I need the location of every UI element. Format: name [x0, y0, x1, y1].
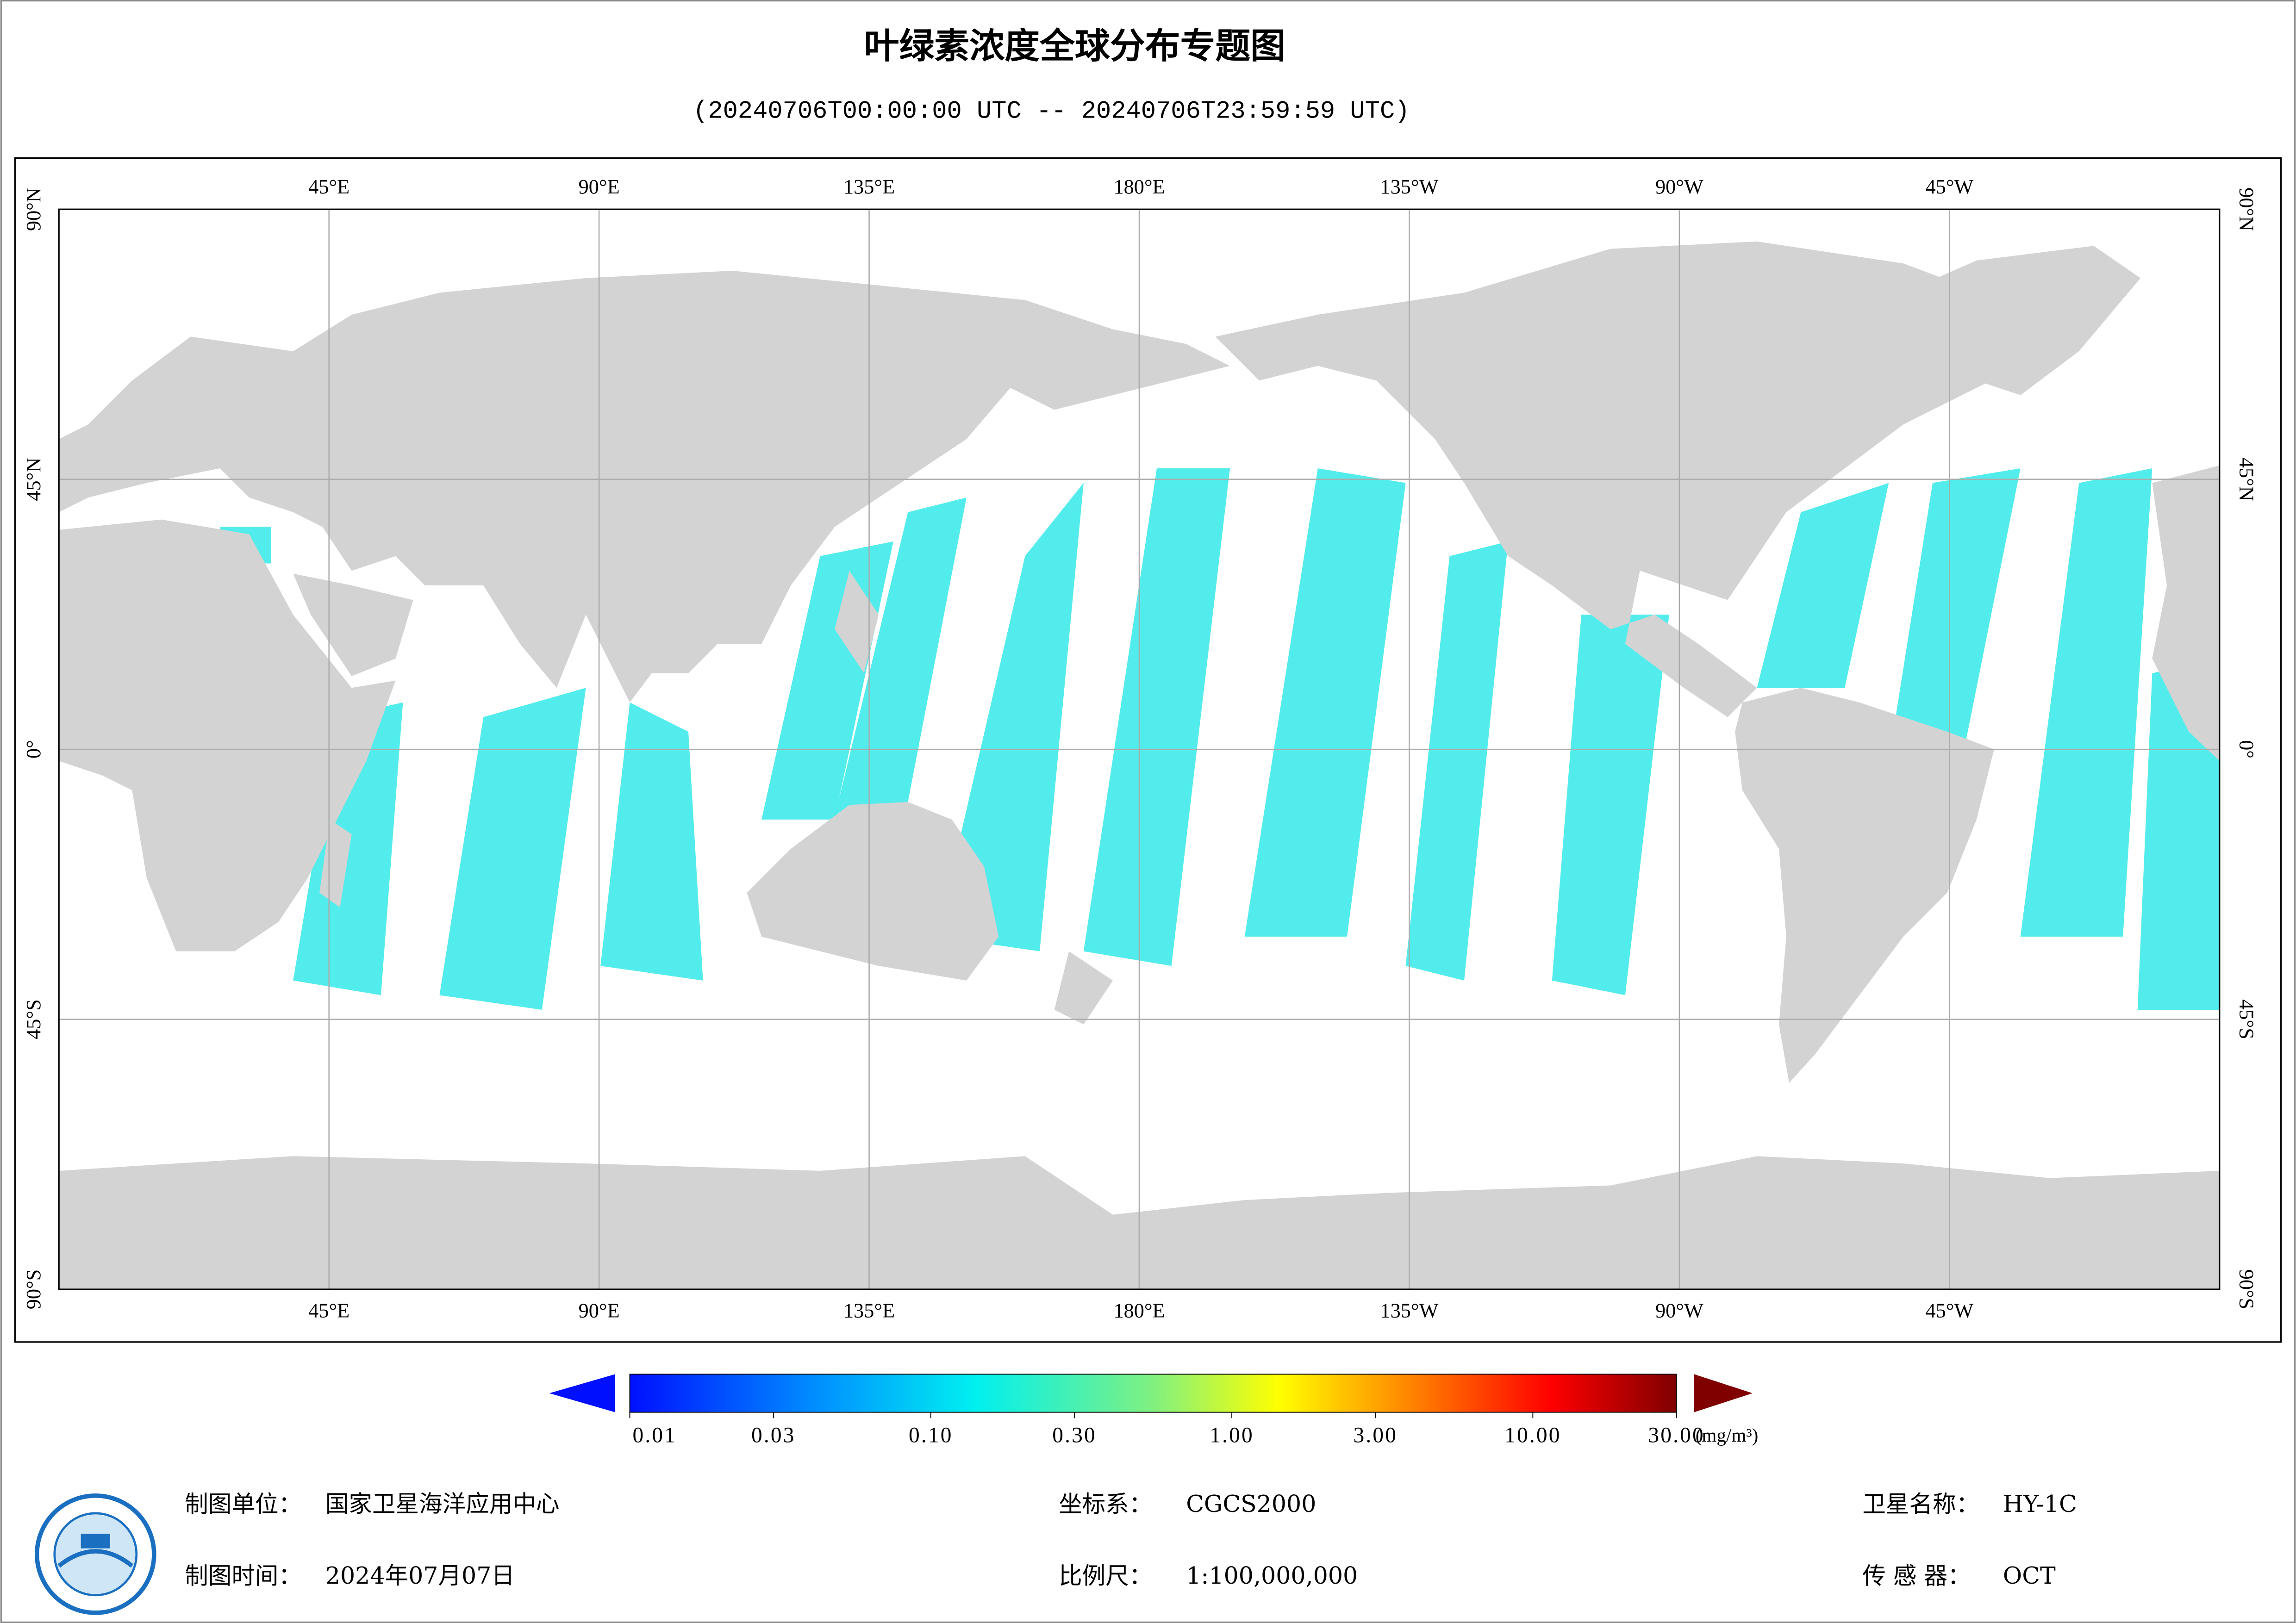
lon-tick-label-bottom: 45°W [1925, 1300, 1973, 1322]
footer-value: OCT [2003, 1562, 2056, 1589]
footer-value: CGCS2000 [1186, 1490, 1316, 1517]
colorbar-tick-label: 10.00 [1504, 1423, 1561, 1447]
footer-label: 制图时间： [185, 1562, 302, 1589]
footer-label: 传 感 器： [1862, 1562, 1971, 1589]
colorbar-tick-label: 30.00 [1648, 1423, 1705, 1447]
lon-tick-label-top: 135°E [843, 175, 895, 198]
lat-tick-label-right: 45°S [2235, 999, 2258, 1039]
subtitle: (20240706T00:00:00 UTC -- 20240706T23:59… [693, 98, 1410, 126]
lon-tick-label-bottom: 45°E [308, 1300, 349, 1322]
lat-tick-label-right: 45°N [2235, 458, 2258, 501]
colorbar [629, 1374, 1677, 1413]
lat-tick-label-left: 90°S [22, 1269, 45, 1310]
footer-value: 2024年07月07日 [325, 1562, 515, 1589]
footer-label: 坐标系： [1059, 1491, 1152, 1518]
lon-tick-label-top: 45°W [1925, 175, 1973, 198]
lat-tick-label-right: 90°S [2235, 1269, 2258, 1310]
footer-value: 国家卫星海洋应用中心 [325, 1490, 560, 1517]
lat-tick-label-left: 45°S [22, 999, 45, 1039]
colorbar-unit: (mg/m³) [1696, 1424, 1759, 1446]
lon-tick-label-top: 135°W [1380, 175, 1439, 198]
footer-value: HY-1C [2003, 1490, 2077, 1517]
colorbar-tick-label: 3.00 [1354, 1423, 1398, 1447]
footer-label: 制图单位： [185, 1491, 302, 1518]
colorbar-under-arrow [549, 1374, 615, 1412]
lon-tick-label-bottom: 90°E [579, 1300, 620, 1322]
lon-tick-label-top: 45°E [308, 175, 349, 198]
map-border [58, 208, 2221, 1290]
lon-tick-label-top: 90°W [1655, 175, 1703, 198]
lon-tick-label-bottom: 135°W [1380, 1300, 1439, 1322]
lat-tick-label-left: 45°N [22, 458, 45, 501]
lon-tick-label-bottom: 135°E [843, 1300, 895, 1322]
lat-tick-label-right: 0° [2235, 740, 2258, 759]
colorbar-tick-label: 0.10 [909, 1423, 953, 1447]
lon-tick-label-top: 180°E [1113, 175, 1165, 198]
colorbar-tick-label: 1.00 [1210, 1423, 1254, 1447]
lat-tick-label-left: 0° [22, 740, 45, 759]
colorbar-tick-label: 0.30 [1052, 1423, 1097, 1447]
title: 叶绿素浓度全球分布专题图 [864, 25, 1286, 66]
lon-tick-label-top: 90°E [579, 175, 620, 198]
colorbar-tick-label: 0.03 [751, 1423, 796, 1447]
colorbar-over-arrow [1694, 1374, 1753, 1412]
footer-label: 比例尺： [1059, 1562, 1152, 1589]
lat-tick-label-left: 90°N [22, 187, 45, 231]
map-area [59, 208, 2220, 1290]
lon-tick-label-bottom: 90°W [1655, 1300, 1703, 1322]
lat-tick-label-right: 90°N [2235, 187, 2258, 231]
footer-value: 1:100,000,000 [1186, 1562, 1358, 1589]
colorbar-tick-label: 0.01 [632, 1423, 677, 1447]
lon-tick-label-bottom: 180°E [1113, 1300, 1165, 1322]
map-frame [14, 157, 2282, 1343]
logo [35, 1493, 156, 1615]
footer-label: 卫星名称： [1862, 1491, 1979, 1518]
